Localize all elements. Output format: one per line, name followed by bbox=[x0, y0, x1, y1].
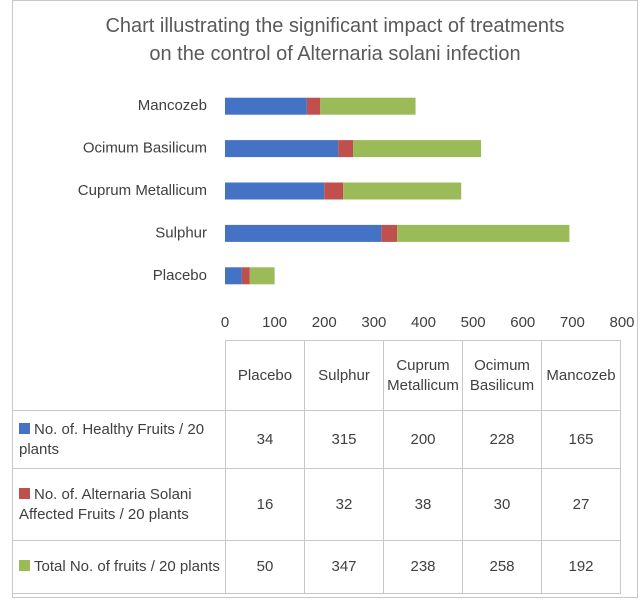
legend-entry: No. of. Alternaria Solani Affected Fruit… bbox=[12, 468, 226, 541]
bar bbox=[343, 182, 462, 200]
y-tick-label: Ocimum Basilicum bbox=[83, 140, 207, 157]
legend-label: No. of. Alternaria Solani Affected Fruit… bbox=[19, 485, 192, 523]
bar bbox=[225, 267, 242, 285]
column-header: Sulphur bbox=[304, 340, 384, 411]
data-table: Placebo Sulphur Cuprum Metallicum Ocimum Ba… bbox=[12, 340, 621, 594]
y-tick-label: Cuprum Metallicum bbox=[78, 182, 207, 199]
table-value: 347 bbox=[304, 540, 384, 594]
corner bbox=[12, 340, 226, 411]
legend-entry: No. of. Healthy Fruits / 20 plants bbox=[12, 410, 226, 469]
x-tick-label: 600 bbox=[510, 314, 535, 331]
legend-label: No. of. Healthy Fruits / 20 plants bbox=[19, 420, 205, 458]
legend-swatch bbox=[19, 422, 30, 434]
column-header: Ocimum Basilicum bbox=[462, 340, 542, 411]
data-row: Total No. of fruits / 20 plants 50 347 238 2… bbox=[12, 540, 621, 594]
bar bbox=[241, 267, 250, 285]
y-tick-label: Sulphur bbox=[155, 224, 207, 241]
y-tick-label: Placebo bbox=[153, 267, 207, 284]
table-value: 27 bbox=[541, 468, 621, 541]
bar bbox=[324, 182, 344, 200]
table-value: 165 bbox=[541, 410, 621, 469]
plot: 0 100 200 300 400 500 600 700 800 Placebo Sulphur C… bbox=[78, 97, 635, 331]
x-tick-label: 300 bbox=[361, 314, 386, 331]
x-tick-label: 400 bbox=[411, 314, 436, 331]
x-tick-label: 200 bbox=[312, 314, 337, 331]
x-tick-label: 700 bbox=[560, 314, 585, 331]
data-row: No. of. Healthy Fruits / 20 plants 34 315 2… bbox=[12, 410, 621, 469]
bar bbox=[249, 267, 275, 285]
bar bbox=[225, 224, 382, 242]
bar bbox=[397, 224, 570, 242]
chart-title: Chart illustrating the significant impac… bbox=[105, 15, 565, 65]
bar bbox=[306, 97, 321, 115]
table-value: 16 bbox=[225, 468, 305, 541]
x-tick-label: 500 bbox=[461, 314, 486, 331]
bar bbox=[225, 182, 325, 200]
x-tick-label: 0 bbox=[221, 314, 229, 331]
column-header: Placebo bbox=[225, 340, 305, 411]
table-value: 38 bbox=[383, 468, 463, 541]
table-value: 228 bbox=[462, 410, 542, 469]
table-value: 315 bbox=[304, 410, 384, 469]
table-value: 200 bbox=[383, 410, 463, 469]
table-value: 50 bbox=[225, 540, 305, 594]
legend-label: Total No. of fruits / 20 plants bbox=[34, 558, 220, 575]
chart-frame bbox=[12, 0, 638, 598]
legend-entry: Total No. of fruits / 20 plants bbox=[12, 540, 226, 594]
table-value: 258 bbox=[462, 540, 542, 594]
header-row: Placebo Sulphur Cuprum Metallicum Ocimum Ba… bbox=[12, 340, 621, 411]
bar bbox=[225, 97, 307, 115]
table-value: 192 bbox=[541, 540, 621, 594]
bar bbox=[320, 97, 416, 115]
legend-swatch bbox=[19, 560, 30, 571]
table-value: 238 bbox=[383, 540, 463, 594]
y-tick-label: Mancozeb bbox=[138, 97, 207, 114]
bar bbox=[338, 140, 354, 158]
table-value: 32 bbox=[304, 468, 384, 541]
table-value: 30 bbox=[462, 468, 542, 541]
x-tick-label: 800 bbox=[609, 314, 634, 331]
legend-swatch bbox=[19, 487, 30, 499]
bar bbox=[225, 140, 339, 158]
column-header: Cuprum Metallicum bbox=[383, 340, 463, 411]
column-header: Mancozeb bbox=[541, 340, 621, 411]
bar bbox=[381, 224, 398, 242]
bar bbox=[353, 140, 482, 158]
x-tick-label: 100 bbox=[262, 314, 287, 331]
data-row: No. of. Alternaria Solani Affected Fruit… bbox=[12, 468, 621, 541]
table-value: 34 bbox=[225, 410, 305, 469]
